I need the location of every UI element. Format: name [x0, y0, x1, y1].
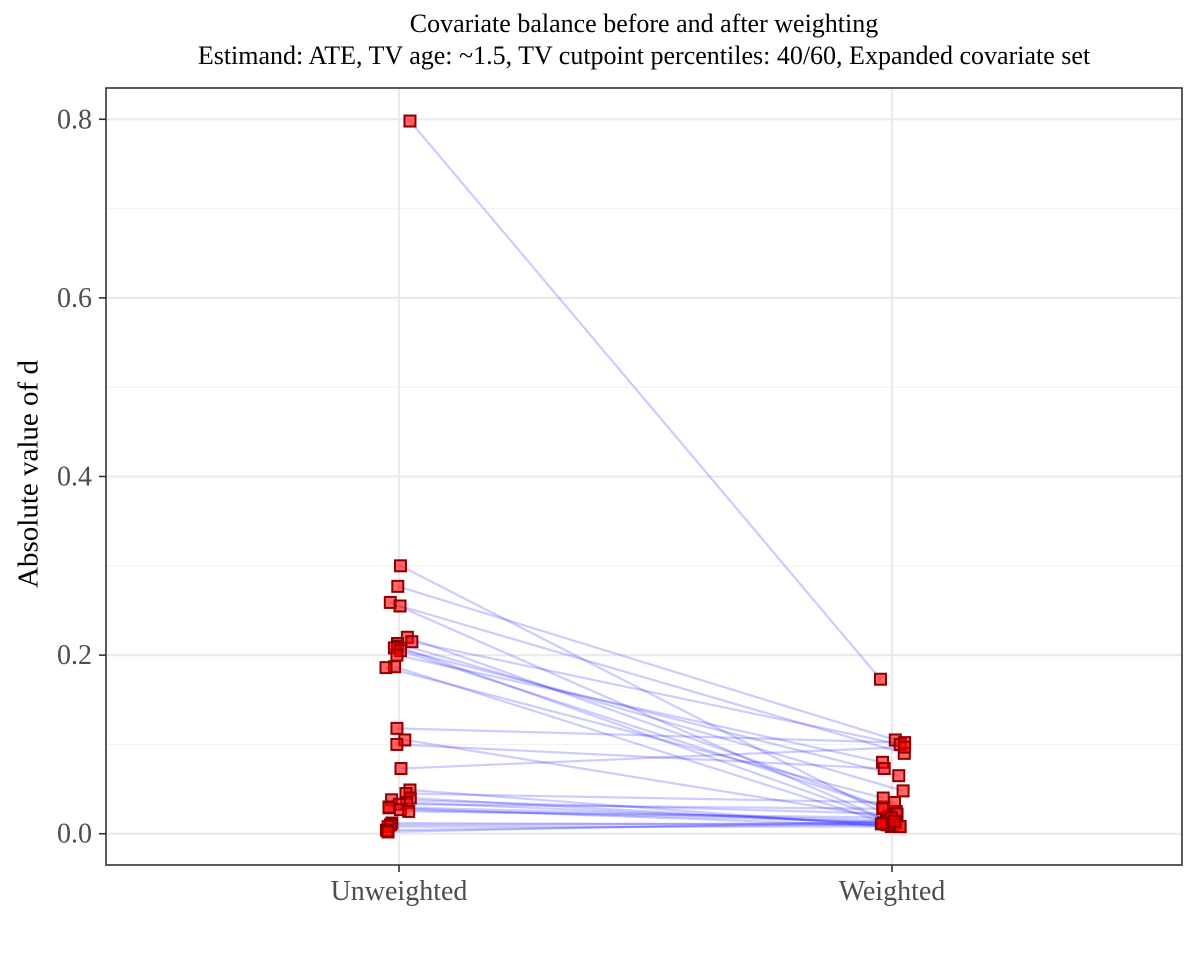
connecting-lines: [385, 120, 905, 834]
unweighted-point: [390, 721, 404, 735]
unweighted-point: [391, 579, 405, 593]
weighted-point: [873, 672, 887, 686]
y-tick-label: 0.4: [57, 462, 92, 493]
unweighted-point: [403, 114, 417, 128]
pair-connector-line: [387, 820, 895, 834]
pair-connector-line: [391, 821, 888, 826]
pair-connector-line: [400, 746, 905, 770]
weighted-point: [898, 740, 912, 754]
pair-connector-line: [386, 822, 882, 832]
unweighted-point: [381, 825, 395, 839]
unweighted-point: [405, 635, 419, 649]
pair-connector-line: [397, 642, 904, 792]
unweighted-point: [394, 559, 408, 573]
unweighted-point: [390, 648, 404, 662]
y-tick-label: 0.2: [57, 640, 92, 671]
y-tick-label: 0.0: [57, 819, 92, 850]
pair-connector-line: [388, 805, 887, 822]
chart-title: Covariate balance before and after weigh…: [409, 9, 879, 38]
unweighted-point: [393, 599, 407, 613]
pair-connector-line: [409, 788, 892, 828]
pair-connector-line: [406, 636, 885, 808]
weighted-point: [874, 817, 888, 831]
pair-connector-line: [394, 646, 900, 777]
weighted-point: [888, 814, 902, 828]
weighted-point: [876, 791, 890, 805]
pair-connector-line: [409, 120, 882, 680]
pair-connector-line: [408, 810, 892, 819]
pair-connector-line: [400, 649, 897, 813]
weighted-point: [896, 784, 910, 798]
pair-connector-line: [390, 821, 884, 826]
pair-connector-line: [399, 803, 883, 810]
axes: 0.0 0.2 0.4 0.6 0.8 Unweighted Weighted: [57, 104, 945, 907]
pair-connector-line: [385, 666, 884, 800]
x-tick-label: Weighted: [839, 876, 946, 907]
pair-connector-line: [399, 604, 905, 755]
pair-connector-line: [388, 806, 901, 828]
pair-connector-line: [396, 645, 897, 825]
pair-connector-line: [400, 808, 890, 824]
pair-connector-line: [406, 801, 887, 825]
pair-connector-line: [391, 798, 898, 816]
pair-connector-line: [389, 601, 888, 822]
unweighted-point: [394, 762, 408, 776]
pair-connector-line: [396, 727, 905, 744]
unweighted-point: [382, 801, 396, 815]
pair-connector-line: [411, 640, 901, 746]
grid-lines: [106, 88, 1182, 865]
weighted-point: [888, 795, 902, 809]
pair-connector-line: [396, 743, 885, 770]
unweighted-point: [390, 737, 404, 751]
chart-subtitle: Estimand: ATE, TV age: ~1.5, TV cutpoint…: [197, 41, 1091, 70]
pair-connector-line: [396, 654, 883, 764]
y-tick-label: 0.6: [57, 283, 92, 314]
pair-connector-line: [404, 738, 887, 819]
unweighted-point: [402, 804, 416, 818]
pair-connector-line: [400, 564, 890, 817]
pair-connector-line: [410, 796, 891, 826]
y-tick-label: 0.8: [57, 104, 92, 135]
pair-connector-line: [405, 792, 895, 804]
unweighted-point: [379, 661, 393, 675]
pair-connector-line: [394, 665, 893, 826]
pair-connector-line: [397, 585, 896, 742]
x-tick-label: Unweighted: [331, 876, 468, 907]
weighted-point: [892, 769, 906, 783]
data-points: [379, 114, 912, 839]
weighted-point: [877, 762, 891, 776]
